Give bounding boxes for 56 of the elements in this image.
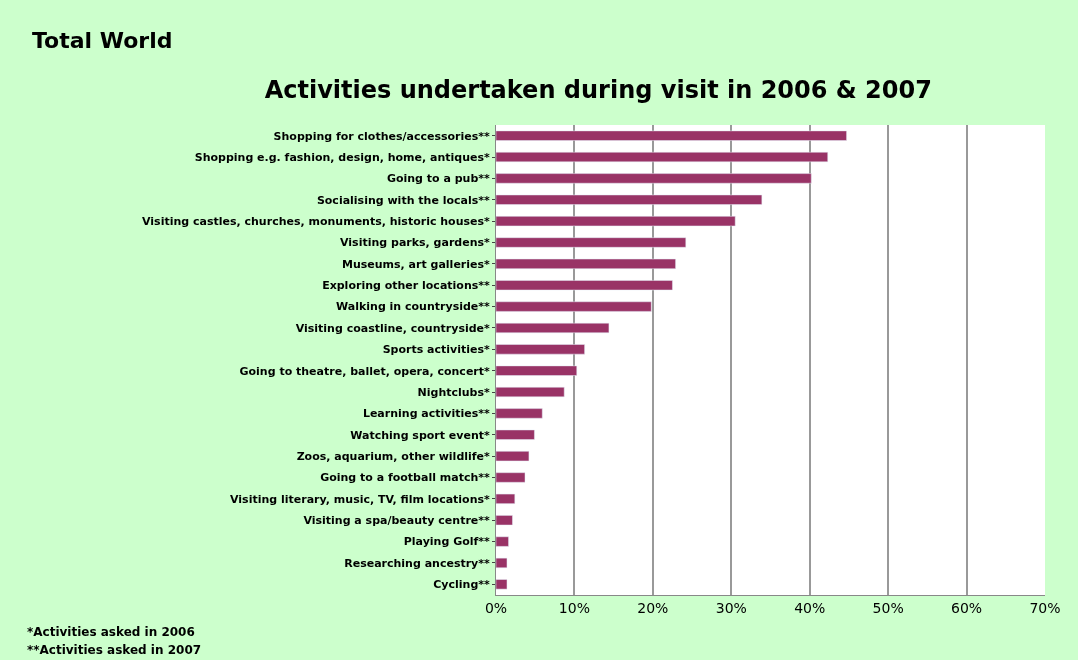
bar bbox=[496, 386, 565, 398]
y-tick-label: Nightclubs* bbox=[417, 385, 491, 399]
bar bbox=[496, 472, 526, 483]
y-tick-label: Going to a pub** bbox=[386, 172, 491, 186]
y-tick-label: Visiting literary, music, TV, film locations* bbox=[230, 492, 491, 506]
bar bbox=[496, 579, 508, 590]
y-tick-label: Going to theatre, ballet, opera, concert* bbox=[239, 364, 491, 378]
y-tick-label: Visiting a spa/beauty centre** bbox=[303, 514, 491, 528]
bar bbox=[496, 173, 812, 184]
y-tick-label: Socialising with the locals** bbox=[316, 193, 491, 207]
x-tick-label: 50% bbox=[872, 599, 904, 616]
text: **Activities asked in 2007 bbox=[27, 643, 202, 657]
bar bbox=[496, 301, 652, 312]
chart-title: Activities undertaken during visit in 2006 & 2007 bbox=[264, 75, 932, 104]
bar bbox=[496, 429, 535, 440]
bar bbox=[496, 536, 509, 547]
y-tick-label: Shopping for clothes/accessories** bbox=[273, 129, 491, 143]
bar bbox=[496, 280, 673, 291]
y-tick-label: Visiting castles, churches, monuments, historic houses* bbox=[142, 214, 491, 228]
x-tick-label: 10% bbox=[558, 599, 590, 616]
y-tick-label: Going to a football match** bbox=[320, 471, 491, 485]
bar bbox=[496, 408, 543, 419]
bar bbox=[496, 451, 530, 462]
x-tick-label: 70% bbox=[1029, 599, 1061, 616]
bar bbox=[496, 216, 736, 227]
y-tick-label: Playing Golf** bbox=[403, 535, 491, 549]
y-tick-label: Walking in countryside** bbox=[336, 300, 491, 314]
bar bbox=[496, 557, 508, 569]
y-tick-label: Researching ancestry** bbox=[344, 556, 491, 570]
bar bbox=[496, 515, 513, 526]
y-tick-label: Cycling** bbox=[433, 578, 491, 592]
x-tick-label: 20% bbox=[637, 599, 669, 616]
y-tick-label: Museums, art galleries* bbox=[341, 257, 491, 271]
bar bbox=[496, 322, 610, 334]
y-tick-label: Shopping e.g. fashion, design, home, antiques* bbox=[194, 150, 491, 164]
y-tick-label: Visiting parks, gardens* bbox=[340, 236, 491, 250]
bar bbox=[496, 194, 763, 205]
bar bbox=[496, 151, 828, 163]
y-tick-label: Sports activities* bbox=[382, 343, 491, 357]
bar bbox=[496, 493, 516, 504]
bar bbox=[496, 258, 676, 269]
x-tick-label: 60% bbox=[951, 599, 983, 616]
x-tick-label: 0% bbox=[484, 599, 508, 616]
text: Total World bbox=[32, 28, 173, 53]
x-tick-label: 30% bbox=[715, 599, 747, 616]
y-tick-label: Learning activities** bbox=[362, 407, 491, 421]
bar bbox=[496, 130, 847, 141]
bar bbox=[496, 237, 687, 248]
y-tick-label: Zoos, aquarium, other wildlife* bbox=[296, 449, 491, 463]
y-tick-label: Watching sport event* bbox=[350, 428, 491, 442]
y-tick-label: Exploring other locations** bbox=[322, 279, 491, 293]
y-tick-label: Visiting coastline, countryside* bbox=[295, 321, 491, 335]
text: *Activities asked in 2006 bbox=[27, 625, 195, 639]
x-tick-label: 40% bbox=[794, 599, 826, 616]
bar bbox=[496, 344, 585, 355]
bar bbox=[496, 365, 578, 376]
